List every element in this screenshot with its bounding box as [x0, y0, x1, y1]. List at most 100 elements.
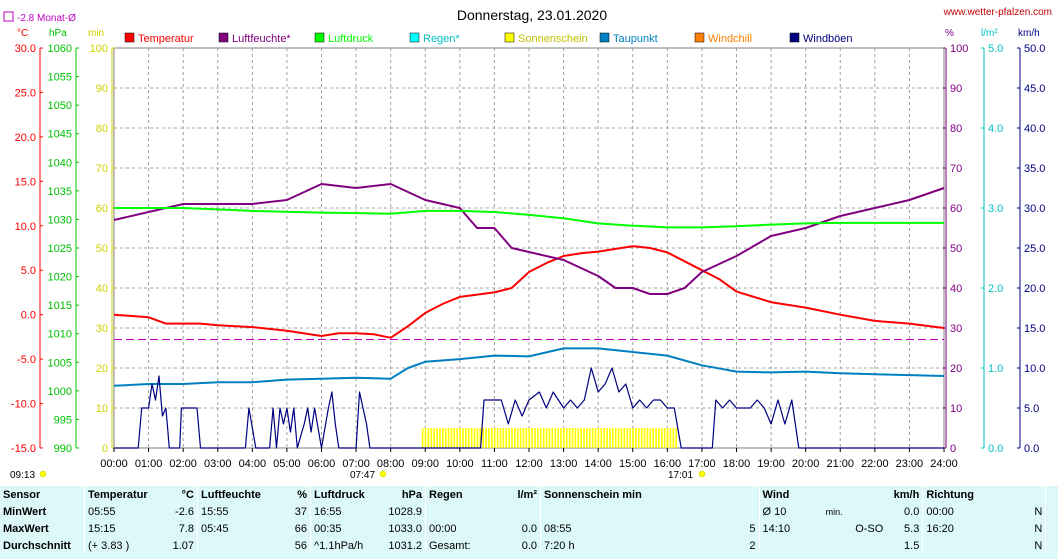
legend-swatch: [409, 32, 420, 43]
x-tick-label: 19:00: [757, 458, 785, 470]
sunshine-bar: [488, 428, 490, 448]
x-tick-label: 13:00: [550, 458, 578, 470]
stats-row-label: Durchschnitt: [3, 539, 71, 552]
stats-cell: [197, 537, 284, 554]
sunshine-bar: [652, 428, 655, 448]
tick-label-rain: 0.0: [988, 443, 1003, 455]
stats-cell: [758, 537, 823, 554]
tick-label-pressure: 1060: [48, 43, 72, 55]
tick-label-sun: 10: [96, 403, 108, 415]
tick-label-sun: 70: [96, 163, 108, 175]
legend-swatch: [694, 32, 705, 43]
sunshine-bar: [496, 428, 499, 448]
start-time: 09:13: [10, 470, 35, 481]
tick-label-sun: 30: [96, 323, 108, 335]
stats-header-row: Sensor Temperatur °C Luftfeuchte % Luftd…: [0, 486, 1058, 503]
stats-cell: 0.0: [904, 505, 920, 518]
stats-panel: Sensor Temperatur °C Luftfeuchte % Luftd…: [0, 486, 1058, 559]
sunshine-bar: [646, 428, 649, 448]
sunshine-bars: [421, 428, 678, 448]
x-tick-label: 04:00: [239, 458, 267, 470]
stats-cell: 7.8: [178, 522, 194, 535]
legend-label: Windböen: [803, 33, 853, 45]
tick-label-humidity: 0: [950, 443, 956, 455]
tick-label-wind: 25.0: [1024, 243, 1045, 255]
sunshine-bar: [482, 428, 484, 448]
chart-title: Donnerstag, 23.01.2020: [457, 7, 607, 23]
stats-cell: 0.0: [521, 522, 537, 535]
stats-col-dir-unit: [989, 486, 1046, 503]
stats-col-temp-unit: °C: [181, 488, 194, 501]
sunshine-bar: [669, 428, 672, 448]
x-tick-label: 02:00: [169, 458, 197, 470]
sunshine-bar: [563, 428, 565, 448]
sunshine-bar: [453, 428, 456, 448]
x-tick-label: 00:00: [100, 458, 128, 470]
tick-label-pressure: 1005: [48, 357, 72, 369]
tick-label-pressure: 1000: [48, 386, 72, 398]
tick-label-temp: 15.0: [15, 176, 36, 188]
x-tick-label: 12:00: [515, 458, 543, 470]
unit-rain: l/m²: [981, 28, 998, 39]
series-line-temperatur: [113, 245, 945, 339]
sunshine-bar: [539, 428, 542, 448]
legend-label: Luftdruck: [328, 33, 374, 45]
stats-cell: 1.5: [904, 539, 920, 552]
tick-label-temp: -15.0: [11, 443, 36, 455]
sunshine-bar: [614, 428, 617, 448]
stats-row-min: MinWert 05:55 -2.6 15:55 37 16:55 1028.9…: [0, 503, 1058, 520]
stats-cell: 66: [294, 522, 307, 535]
month-avg-swatch: [3, 11, 14, 22]
sunshine-bar: [640, 428, 643, 448]
sunshine-bar: [658, 428, 660, 448]
tick-label-pressure: 1015: [48, 300, 72, 312]
legend-swatch: [504, 32, 515, 43]
stats-cell: Gesamt:: [425, 537, 494, 554]
stats-col-rain: Regen: [425, 486, 494, 503]
tick-label-rain: 3.0: [988, 203, 1003, 215]
sunset-icon: [698, 470, 706, 478]
legend-label: Sonnenschein: [518, 33, 588, 45]
tick-label-humidity: 10: [950, 403, 962, 415]
weather-chart: Donnerstag, 23.01.2020 www.wetter-pfalze…: [3, 7, 1052, 481]
x-tick-label: 15:00: [619, 458, 647, 470]
legend-swatch: [789, 32, 800, 43]
sunshine-bar: [635, 428, 637, 448]
sunshine-bar: [632, 428, 634, 448]
tick-label-humidity: 50: [950, 243, 962, 255]
sunshine-bar: [675, 428, 678, 448]
x-tick-label: 20:00: [792, 458, 820, 470]
tick-label-pressure: 1020: [48, 272, 72, 284]
stats-cell: 16:55: [310, 503, 379, 520]
sunshine-bar: [456, 428, 459, 448]
tick-label-sun: 40: [96, 283, 108, 295]
stats-col-wind: Wind: [758, 486, 887, 503]
stats-cell: [494, 503, 541, 520]
stats-col-hum: Luftfeuchte: [197, 486, 284, 503]
stats-spacer: [1045, 537, 1058, 554]
stats-cell: 5.3: [904, 522, 920, 535]
unit-pressure: hPa: [49, 28, 67, 39]
legend-swatch: [218, 32, 229, 43]
sunshine-bar: [444, 428, 447, 448]
stats-cell: [922, 537, 990, 554]
stats-spacer: [1045, 486, 1058, 503]
stats-cell: min.: [825, 506, 843, 517]
stats-cell: ^1.1hPa/h: [310, 537, 379, 554]
sunshine-bar: [421, 428, 424, 448]
stats-cell: 1033.0: [388, 522, 422, 535]
stats-cell: [704, 503, 760, 520]
sunshine-bar: [617, 428, 620, 448]
tick-label-rain: 2.0: [988, 283, 1003, 295]
sunshine-bar: [649, 428, 652, 448]
tick-label-sun: 0: [102, 443, 108, 455]
legend-label: Luftfeuchte*: [232, 33, 291, 45]
sunshine-bar: [606, 428, 608, 448]
sunshine-bar: [643, 428, 646, 448]
stats-cell: -2.6: [175, 505, 194, 518]
sunshine-bar: [583, 428, 585, 448]
sunshine-bar: [560, 428, 562, 448]
tick-label-humidity: 60: [950, 203, 962, 215]
tick-label-temp: -10.0: [11, 399, 36, 411]
sunshine-bar: [629, 428, 631, 448]
